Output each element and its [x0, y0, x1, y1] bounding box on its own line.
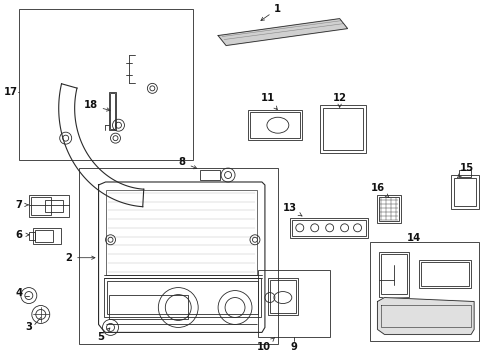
Bar — [33, 228, 61, 244]
Bar — [200, 170, 220, 180]
Bar — [381, 254, 407, 293]
Bar — [453, 178, 475, 206]
Text: 15: 15 — [456, 163, 473, 178]
Text: 12: 12 — [332, 93, 346, 107]
Bar — [109, 93, 115, 129]
Text: 9: 9 — [290, 342, 297, 352]
Bar — [421, 262, 468, 285]
Text: 8: 8 — [179, 157, 197, 169]
Bar — [419, 260, 470, 288]
Bar — [379, 197, 399, 221]
Bar — [379, 252, 408, 297]
Bar — [108, 92, 116, 130]
Bar — [258, 270, 329, 337]
Polygon shape — [377, 298, 473, 334]
Text: 10: 10 — [256, 338, 274, 352]
Text: 4: 4 — [15, 288, 22, 298]
Bar — [267, 278, 297, 315]
Bar — [269, 280, 295, 314]
Polygon shape — [218, 19, 347, 45]
Bar — [19, 9, 193, 160]
Text: 18: 18 — [83, 100, 110, 111]
Bar — [450, 175, 478, 209]
Bar — [377, 195, 401, 223]
Bar — [319, 105, 365, 153]
Bar — [79, 168, 277, 345]
Text: 2: 2 — [65, 253, 95, 263]
Bar — [249, 112, 299, 138]
Text: 17: 17 — [4, 87, 18, 97]
Text: 3: 3 — [25, 323, 32, 332]
Text: 13: 13 — [282, 203, 302, 216]
Text: 11: 11 — [260, 93, 277, 109]
Bar — [29, 232, 35, 240]
Bar — [31, 197, 51, 215]
Bar — [291, 220, 365, 236]
Bar — [369, 242, 478, 341]
Text: 14: 14 — [407, 233, 421, 243]
Bar — [322, 108, 362, 150]
Bar — [106, 280, 258, 315]
Bar — [35, 230, 53, 242]
Text: 16: 16 — [370, 183, 388, 198]
Text: 6: 6 — [15, 230, 29, 240]
Bar — [103, 278, 261, 318]
Text: 1: 1 — [261, 4, 281, 21]
Bar — [289, 218, 367, 238]
Text: 7: 7 — [16, 200, 28, 210]
Bar — [247, 110, 301, 140]
Bar — [108, 294, 188, 319]
Bar — [458, 170, 470, 177]
Bar — [29, 195, 68, 217]
Bar — [105, 190, 256, 275]
Bar — [45, 200, 62, 212]
Text: 5: 5 — [97, 328, 110, 342]
